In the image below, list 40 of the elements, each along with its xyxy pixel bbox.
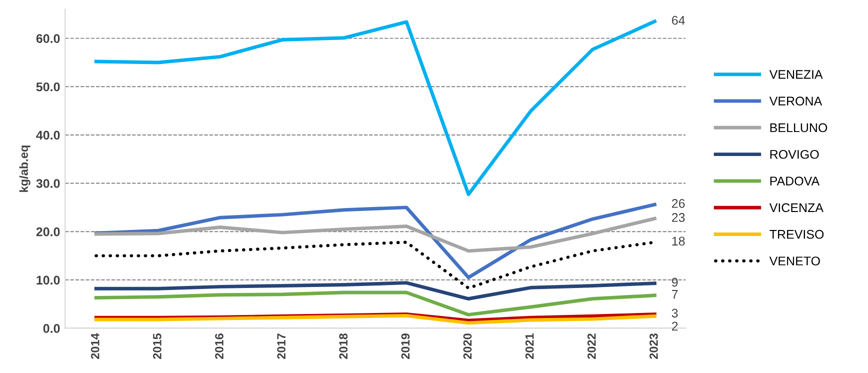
legend-label: ROVIGO [770, 150, 819, 159]
line-series [94, 202, 656, 280]
x-tick-label: 2017 [277, 334, 286, 359]
data-label: 18 [672, 236, 685, 246]
y-axis-title: kg/ab.eq [19, 146, 30, 192]
line-series [94, 20, 656, 196]
y-tick-label: 50.0 [36, 82, 60, 92]
legend-label: PADOVA [770, 176, 820, 186]
line-series [94, 216, 656, 253]
x-tick-label: 2023 [650, 334, 658, 359]
x-tick-label: 2021 [525, 333, 534, 359]
x-tick-label: 2015 [153, 333, 162, 359]
x-tick-label: 2019 [401, 334, 410, 359]
y-tick-label: 10.0 [36, 276, 60, 285]
data-label: 23 [672, 213, 685, 222]
data-label: 3 [672, 308, 678, 318]
line-series [94, 314, 656, 325]
data-label: 2 [672, 322, 678, 331]
x-tick-label: 2022 [587, 334, 596, 359]
legend-label: TREVISO [770, 230, 824, 239]
data-label: 26 [672, 199, 685, 208]
x-tick-label: 2016 [215, 334, 224, 359]
legend-label: VENETO [769, 256, 820, 266]
data-label: 7 [672, 290, 678, 299]
y-tick-label: 20.0 [36, 227, 60, 236]
data-label: 9 [672, 278, 678, 287]
legend-label: VENEZIA [769, 70, 823, 79]
y-tick-label: 40.0 [36, 130, 60, 140]
x-tick-label: 2020 [463, 334, 472, 359]
data-label: 64 [672, 16, 685, 25]
x-tick-label: 2018 [339, 333, 348, 359]
y-tick-label: 60.0 [36, 34, 60, 43]
legend-label: VERONA [769, 96, 822, 106]
y-tick-label: 30.0 [36, 179, 60, 188]
x-tick-label: 2014 [90, 333, 100, 359]
line-series [94, 290, 656, 316]
legend-label: VICENZA [769, 203, 824, 212]
y-tick-label: 0.0 [43, 324, 60, 333]
line-series [94, 281, 656, 300]
legend-label: BELLUNO [770, 123, 828, 132]
